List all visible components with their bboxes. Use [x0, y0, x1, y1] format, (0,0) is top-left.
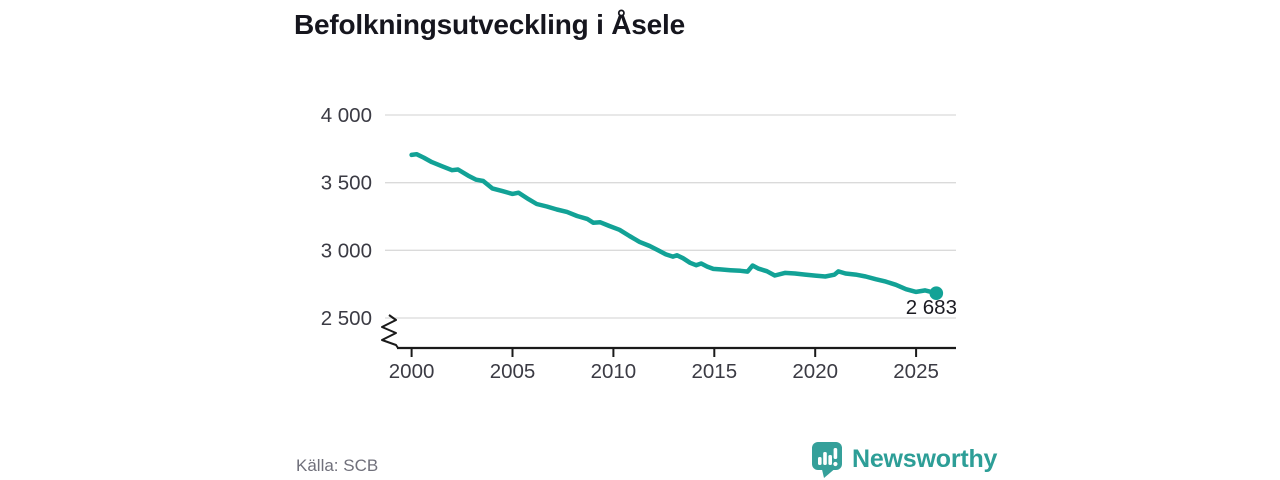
population-line — [409, 151, 939, 296]
x-tick-label: 2015 — [691, 360, 737, 383]
chart-title: Befolkningsutveckling i Åsele — [294, 9, 685, 40]
x-tick-label: 2020 — [792, 360, 838, 383]
last-value-label: 2 683 — [906, 296, 957, 319]
y-tick-label: 4 000 — [321, 104, 372, 127]
newsworthy-logo[interactable]: Newsworthy — [811, 441, 997, 478]
gridlines-layer: 4 000 3 500 3 000 2 500 — [321, 104, 956, 330]
last-point-marker — [929, 286, 944, 301]
newsworthy-wordmark: Newsworthy — [852, 445, 998, 473]
newsworthy-logo-icon — [812, 442, 842, 478]
y-tick-label: 3 000 — [321, 239, 372, 262]
y-tick-label: 2 500 — [321, 307, 372, 330]
x-tick-label: 2005 — [490, 360, 536, 383]
x-tick-label: 2025 — [893, 360, 939, 383]
y-tick-label: 3 500 — [321, 172, 372, 195]
x-tick-label: 2010 — [591, 360, 637, 383]
x-tick-label: 2000 — [389, 360, 435, 383]
axis-break-icon — [381, 314, 399, 349]
series-layer — [409, 151, 939, 296]
axis-layer: 2000 2005 2010 2015 2020 2025 — [381, 314, 956, 383]
source-note: Källa: SCB — [296, 456, 379, 475]
